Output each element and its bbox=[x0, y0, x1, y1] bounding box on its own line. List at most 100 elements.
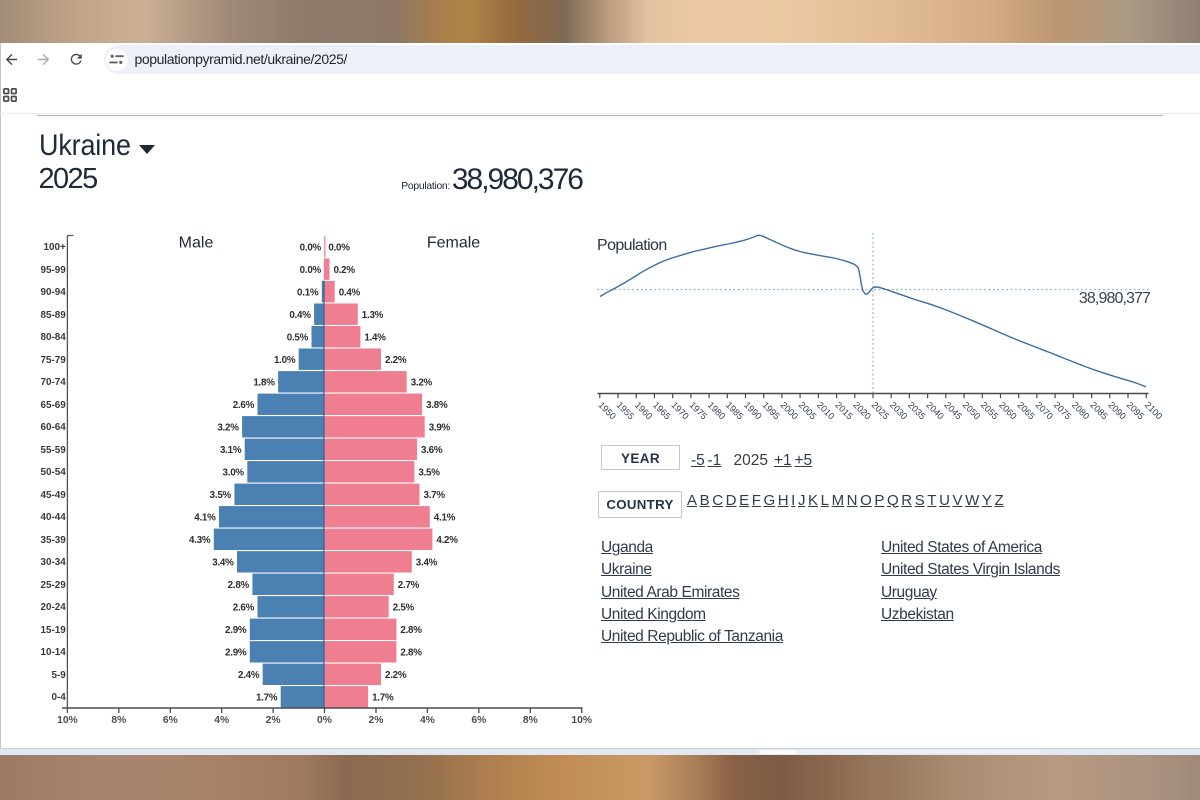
svg-text:0.1%: 0.1% bbox=[297, 288, 319, 299]
svg-text:100+: 100+ bbox=[44, 242, 66, 253]
svg-text:4.1%: 4.1% bbox=[194, 512, 216, 523]
svg-text:50-54: 50-54 bbox=[41, 467, 67, 478]
svg-text:2.8%: 2.8% bbox=[400, 625, 422, 636]
svg-text:0.0%: 0.0% bbox=[328, 242, 350, 253]
svg-text:60-64: 60-64 bbox=[41, 422, 67, 433]
svg-text:4.3%: 4.3% bbox=[189, 535, 211, 546]
svg-text:10%: 10% bbox=[57, 715, 78, 726]
svg-text:3.2%: 3.2% bbox=[217, 422, 239, 433]
svg-text:2065: 2065 bbox=[1015, 400, 1037, 422]
svg-text:2100: 2100 bbox=[1143, 400, 1165, 422]
svg-text:3.5%: 3.5% bbox=[418, 467, 440, 478]
svg-text:1.0%: 1.0% bbox=[274, 355, 296, 366]
svg-text:2075: 2075 bbox=[1052, 400, 1074, 422]
svg-text:1985: 1985 bbox=[724, 400, 746, 422]
svg-text:2.8%: 2.8% bbox=[228, 580, 250, 591]
svg-text:4.2%: 4.2% bbox=[436, 535, 458, 546]
svg-text:4%: 4% bbox=[420, 715, 435, 726]
svg-text:2035: 2035 bbox=[906, 400, 928, 422]
svg-text:2070: 2070 bbox=[1033, 400, 1055, 422]
svg-text:2.2%: 2.2% bbox=[385, 355, 407, 366]
svg-text:3.2%: 3.2% bbox=[411, 377, 433, 388]
svg-text:2.2%: 2.2% bbox=[385, 670, 407, 681]
svg-text:1.7%: 1.7% bbox=[372, 692, 394, 703]
svg-text:3.1%: 3.1% bbox=[220, 445, 242, 456]
svg-text:2095: 2095 bbox=[1125, 400, 1147, 422]
svg-text:1980: 1980 bbox=[706, 400, 728, 422]
svg-text:6%: 6% bbox=[471, 715, 486, 726]
svg-text:0%: 0% bbox=[317, 715, 332, 726]
svg-text:80-84: 80-84 bbox=[41, 332, 67, 343]
svg-text:45-49: 45-49 bbox=[41, 490, 67, 501]
svg-text:2030: 2030 bbox=[888, 400, 910, 422]
svg-text:85-89: 85-89 bbox=[41, 310, 67, 321]
svg-text:2040: 2040 bbox=[924, 400, 946, 422]
svg-text:2000: 2000 bbox=[778, 400, 800, 422]
svg-text:65-69: 65-69 bbox=[41, 400, 67, 411]
svg-text:2055: 2055 bbox=[979, 400, 1001, 422]
svg-text:2.9%: 2.9% bbox=[225, 625, 247, 636]
svg-text:6%: 6% bbox=[163, 715, 178, 726]
svg-text:2.8%: 2.8% bbox=[400, 647, 422, 658]
svg-text:10%: 10% bbox=[571, 715, 592, 726]
svg-text:55-59: 55-59 bbox=[41, 445, 67, 456]
svg-text:2050: 2050 bbox=[961, 400, 983, 422]
svg-text:3.9%: 3.9% bbox=[429, 422, 451, 433]
svg-text:2.6%: 2.6% bbox=[233, 602, 255, 613]
svg-text:70-74: 70-74 bbox=[41, 377, 67, 388]
svg-text:1970: 1970 bbox=[669, 400, 691, 422]
svg-text:3.5%: 3.5% bbox=[210, 490, 232, 501]
svg-text:15-19: 15-19 bbox=[41, 625, 67, 636]
svg-text:0-4: 0-4 bbox=[52, 692, 67, 703]
svg-text:2020: 2020 bbox=[851, 400, 873, 422]
svg-text:3.4%: 3.4% bbox=[212, 557, 234, 568]
svg-text:0.2%: 0.2% bbox=[334, 265, 356, 276]
svg-text:3.0%: 3.0% bbox=[223, 467, 245, 478]
svg-text:20-24: 20-24 bbox=[41, 602, 67, 613]
svg-text:2010: 2010 bbox=[815, 400, 837, 422]
svg-text:2060: 2060 bbox=[997, 400, 1019, 422]
svg-text:0.0%: 0.0% bbox=[300, 242, 322, 253]
svg-text:1955: 1955 bbox=[615, 400, 637, 422]
svg-text:2025: 2025 bbox=[870, 400, 892, 422]
svg-text:75-79: 75-79 bbox=[41, 355, 67, 366]
svg-text:4%: 4% bbox=[214, 715, 229, 726]
svg-text:2090: 2090 bbox=[1106, 400, 1128, 422]
svg-text:Male: Male bbox=[179, 234, 214, 251]
svg-text:Female: Female bbox=[427, 234, 480, 251]
svg-text:1.7%: 1.7% bbox=[256, 692, 278, 703]
svg-text:2.9%: 2.9% bbox=[225, 647, 247, 658]
svg-text:3.8%: 3.8% bbox=[426, 400, 448, 411]
svg-text:2080: 2080 bbox=[1070, 400, 1092, 422]
svg-text:2045: 2045 bbox=[942, 400, 964, 422]
svg-text:1965: 1965 bbox=[651, 400, 673, 422]
svg-text:8%: 8% bbox=[111, 715, 126, 726]
svg-text:2.5%: 2.5% bbox=[393, 602, 415, 613]
svg-text:35-39: 35-39 bbox=[41, 535, 67, 546]
svg-text:25-29: 25-29 bbox=[41, 580, 67, 591]
svg-text:1.3%: 1.3% bbox=[362, 310, 384, 321]
svg-text:0.5%: 0.5% bbox=[287, 333, 309, 344]
svg-text:1990: 1990 bbox=[742, 400, 764, 422]
svg-text:2%: 2% bbox=[266, 715, 281, 726]
svg-text:2005: 2005 bbox=[797, 400, 819, 422]
svg-text:Population: Population bbox=[597, 237, 667, 254]
svg-text:2085: 2085 bbox=[1088, 400, 1110, 422]
svg-text:0.0%: 0.0% bbox=[300, 265, 322, 276]
svg-text:2%: 2% bbox=[369, 715, 384, 726]
svg-text:3.6%: 3.6% bbox=[421, 445, 443, 456]
svg-text:95-99: 95-99 bbox=[41, 265, 67, 276]
svg-text:5-9: 5-9 bbox=[52, 670, 67, 681]
svg-text:1950: 1950 bbox=[596, 400, 618, 422]
svg-text:2015: 2015 bbox=[833, 400, 855, 422]
svg-text:10-14: 10-14 bbox=[41, 647, 67, 658]
svg-text:1.4%: 1.4% bbox=[364, 333, 386, 344]
svg-text:0.4%: 0.4% bbox=[289, 310, 311, 321]
svg-text:3.7%: 3.7% bbox=[424, 490, 446, 501]
svg-text:1.8%: 1.8% bbox=[253, 377, 275, 388]
svg-text:2.7%: 2.7% bbox=[398, 580, 420, 591]
svg-text:2.6%: 2.6% bbox=[233, 400, 255, 411]
svg-text:1960: 1960 bbox=[633, 400, 655, 422]
svg-text:2.4%: 2.4% bbox=[238, 670, 260, 681]
svg-text:4.1%: 4.1% bbox=[434, 512, 456, 523]
